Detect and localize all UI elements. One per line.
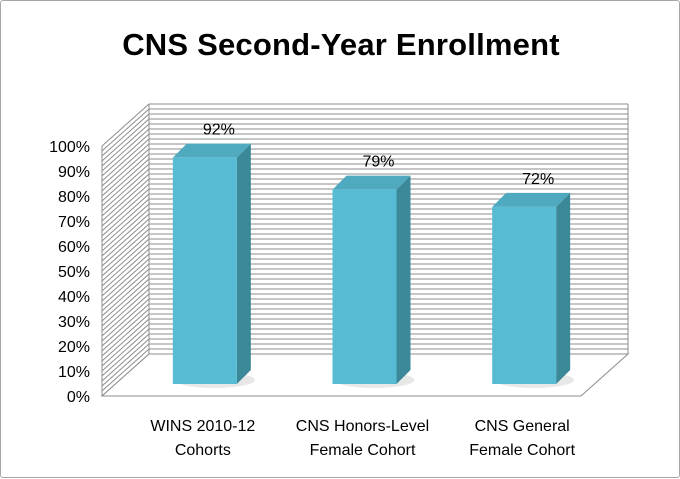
bar (172, 157, 237, 384)
side-wall-gridline (101, 348, 150, 392)
y-tick-label: 60% (58, 239, 90, 256)
data-label: 92% (203, 122, 235, 139)
side-wall-gridline (101, 258, 150, 302)
side-wall-gridline (101, 178, 150, 222)
side-wall-gridline (101, 293, 150, 337)
y-tick-label: 100% (49, 139, 90, 156)
y-tick-label: 40% (58, 289, 90, 306)
side-wall-gridline (101, 228, 150, 272)
side-wall-gridline (101, 233, 150, 277)
side-wall-gridline (101, 283, 150, 327)
side-wall-gridline (101, 173, 150, 217)
chart-title: CNS Second-Year Enrollment (122, 27, 560, 62)
side-wall-gridline (101, 188, 150, 232)
side-wall-gridline (101, 288, 150, 332)
y-tick-label: 70% (58, 214, 90, 231)
category-label: Cohorts (175, 442, 231, 459)
category-label: CNS General (475, 418, 570, 435)
side-wall-gridline (101, 338, 150, 382)
side-wall-gridline (101, 108, 150, 152)
side-wall-gridline (101, 203, 150, 247)
side-wall-gridline (101, 273, 150, 317)
side-wall-gridline (101, 328, 150, 372)
bar (492, 206, 557, 384)
side-wall-gridline (101, 138, 150, 182)
side-wall-gridline (101, 153, 150, 197)
side-wall-gridline (101, 183, 150, 227)
side-wall-gridline (101, 308, 150, 352)
bar-side (396, 175, 411, 384)
side-wall-gridline (101, 128, 150, 172)
side-wall-gridline (101, 113, 150, 157)
side-wall-gridline (101, 323, 150, 367)
y-tick-label: 50% (58, 264, 90, 281)
side-wall-gridline (101, 133, 150, 177)
bar-top (492, 192, 571, 207)
side-wall-gridline (101, 278, 150, 322)
bar (332, 189, 397, 384)
side-wall-gridline (101, 148, 150, 192)
y-tick-label: 10% (58, 364, 90, 381)
side-wall-gridline (101, 243, 150, 287)
y-tick-label: 90% (58, 164, 90, 181)
bar-side (556, 192, 571, 384)
side-wall-gridline (101, 238, 150, 282)
side-wall-gridline (101, 193, 150, 237)
side-wall-gridline (101, 143, 150, 187)
side-wall-gridline (101, 198, 150, 242)
side-wall-gridline (101, 158, 150, 202)
side-wall-gridline (101, 103, 150, 147)
category-label: Female Cohort (469, 442, 575, 459)
category-label: Female Cohort (310, 442, 416, 459)
data-label: 72% (522, 171, 554, 188)
side-wall-gridline (101, 218, 150, 262)
side-wall-gridline (101, 253, 150, 297)
y-tick-label: 0% (67, 389, 90, 406)
y-tick-label: 30% (58, 314, 90, 331)
side-wall-gridline (101, 303, 150, 347)
bar-side (236, 143, 251, 384)
side-wall-gridline (101, 118, 150, 162)
y-tick-label: 80% (58, 189, 90, 206)
side-wall-gridline (101, 318, 150, 362)
side-wall-gridline (101, 313, 150, 357)
bar-top (172, 143, 251, 158)
category-label: WINS 2010-12 (150, 418, 255, 435)
side-wall-gridline (101, 298, 150, 342)
side-wall-gridline (101, 168, 150, 212)
data-label: 79% (362, 154, 394, 171)
side-wall-gridline (101, 223, 150, 267)
category-label: CNS Honors-Level (296, 418, 429, 435)
y-tick-label: 20% (58, 339, 90, 356)
side-wall-gridline (101, 263, 150, 307)
side-wall-gridline (101, 343, 150, 387)
bar-top (332, 175, 411, 190)
side-wall-gridline (101, 213, 150, 257)
side-wall-gridline (101, 248, 150, 292)
side-wall-gridline (101, 333, 150, 377)
side-wall-gridline (101, 163, 150, 207)
side-wall-gridline (101, 123, 150, 167)
side-wall-gridline (101, 208, 150, 252)
side-wall-gridline (101, 268, 150, 312)
